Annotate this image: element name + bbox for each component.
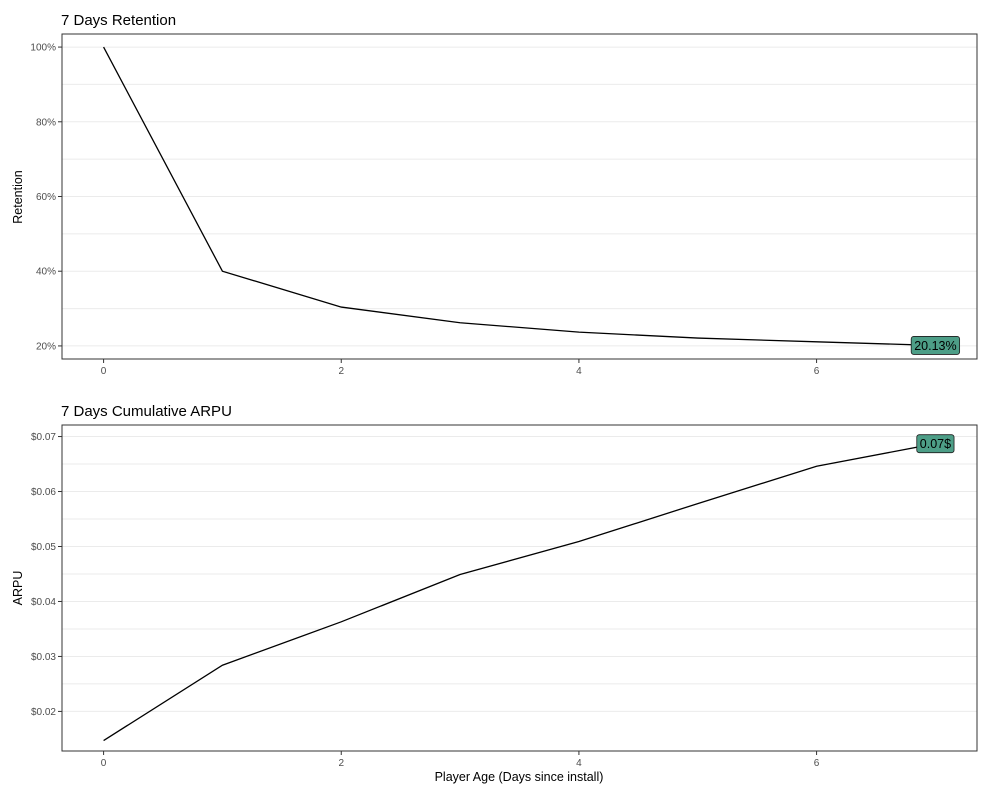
arpu-end-label: 0.07$ <box>916 434 955 454</box>
retention-y-axis-title: Retention <box>11 170 25 224</box>
arpu-panel: 7 Days Cumulative ARPU ARPU Player Age (… <box>11 403 978 784</box>
arpu-x-tick-label: 2 <box>338 758 344 769</box>
retention-end-label-box <box>910 336 961 355</box>
arpu-y-tick-label: $0.05 <box>31 542 56 553</box>
arpu-panel-border <box>61 424 978 752</box>
arpu-end-label-text: 0.07$ <box>920 437 951 451</box>
arpu-y-tick-label: $0.06 <box>31 487 56 498</box>
retention-title: 7 Days Retention <box>61 12 176 29</box>
retention-x-tick-label: 0 <box>101 366 107 377</box>
retention-y-tick-label: 20% <box>36 341 56 352</box>
arpu-y-tick-label: $0.02 <box>31 707 56 718</box>
arpu-y-tick-label: $0.03 <box>31 652 56 663</box>
retention-series-line <box>103 46 936 347</box>
arpu-y-axis-title: ARPU <box>11 571 25 606</box>
retention-x-tick-label: 2 <box>338 366 344 377</box>
arpu-x-tick-label: 4 <box>576 758 582 769</box>
retention-panel: 7 Days Retention Retention 20% 40% 60% 80% 1… <box>11 12 978 377</box>
arpu-title: 7 Days Cumulative ARPU <box>61 403 232 420</box>
arpu-x-tick-label: 0 <box>101 758 107 769</box>
arpu-plot-area: $0.02 $0.03 $0.04 $0.05 $0.06 $0.07 0 2 4 6 0.07$ <box>31 424 978 769</box>
retention-end-label-text: 20.13% <box>914 339 956 353</box>
retention-end-label: 20.13% <box>910 336 961 355</box>
retention-plot-area: 20% 40% 60% 80% 100% 0 2 4 6 20.13% <box>30 33 978 377</box>
retention-y-tick-label: 60% <box>36 192 56 203</box>
arpu-x-tick-label: 6 <box>814 758 820 769</box>
arpu-y-tick-label: $0.07 <box>31 432 56 443</box>
retention-y-tick-label: 100% <box>30 43 56 54</box>
retention-y-tick-label: 40% <box>36 267 56 278</box>
arpu-end-label-box <box>916 434 955 454</box>
retention-y-tick-label: 80% <box>36 117 56 128</box>
arpu-series-line <box>103 443 936 742</box>
arpu-x-axis-title: Player Age (Days since install) <box>435 770 604 784</box>
retention-x-tick-label: 6 <box>814 366 820 377</box>
arpu-y-tick-label: $0.04 <box>31 597 56 608</box>
retention-x-tick-label: 4 <box>576 366 582 377</box>
